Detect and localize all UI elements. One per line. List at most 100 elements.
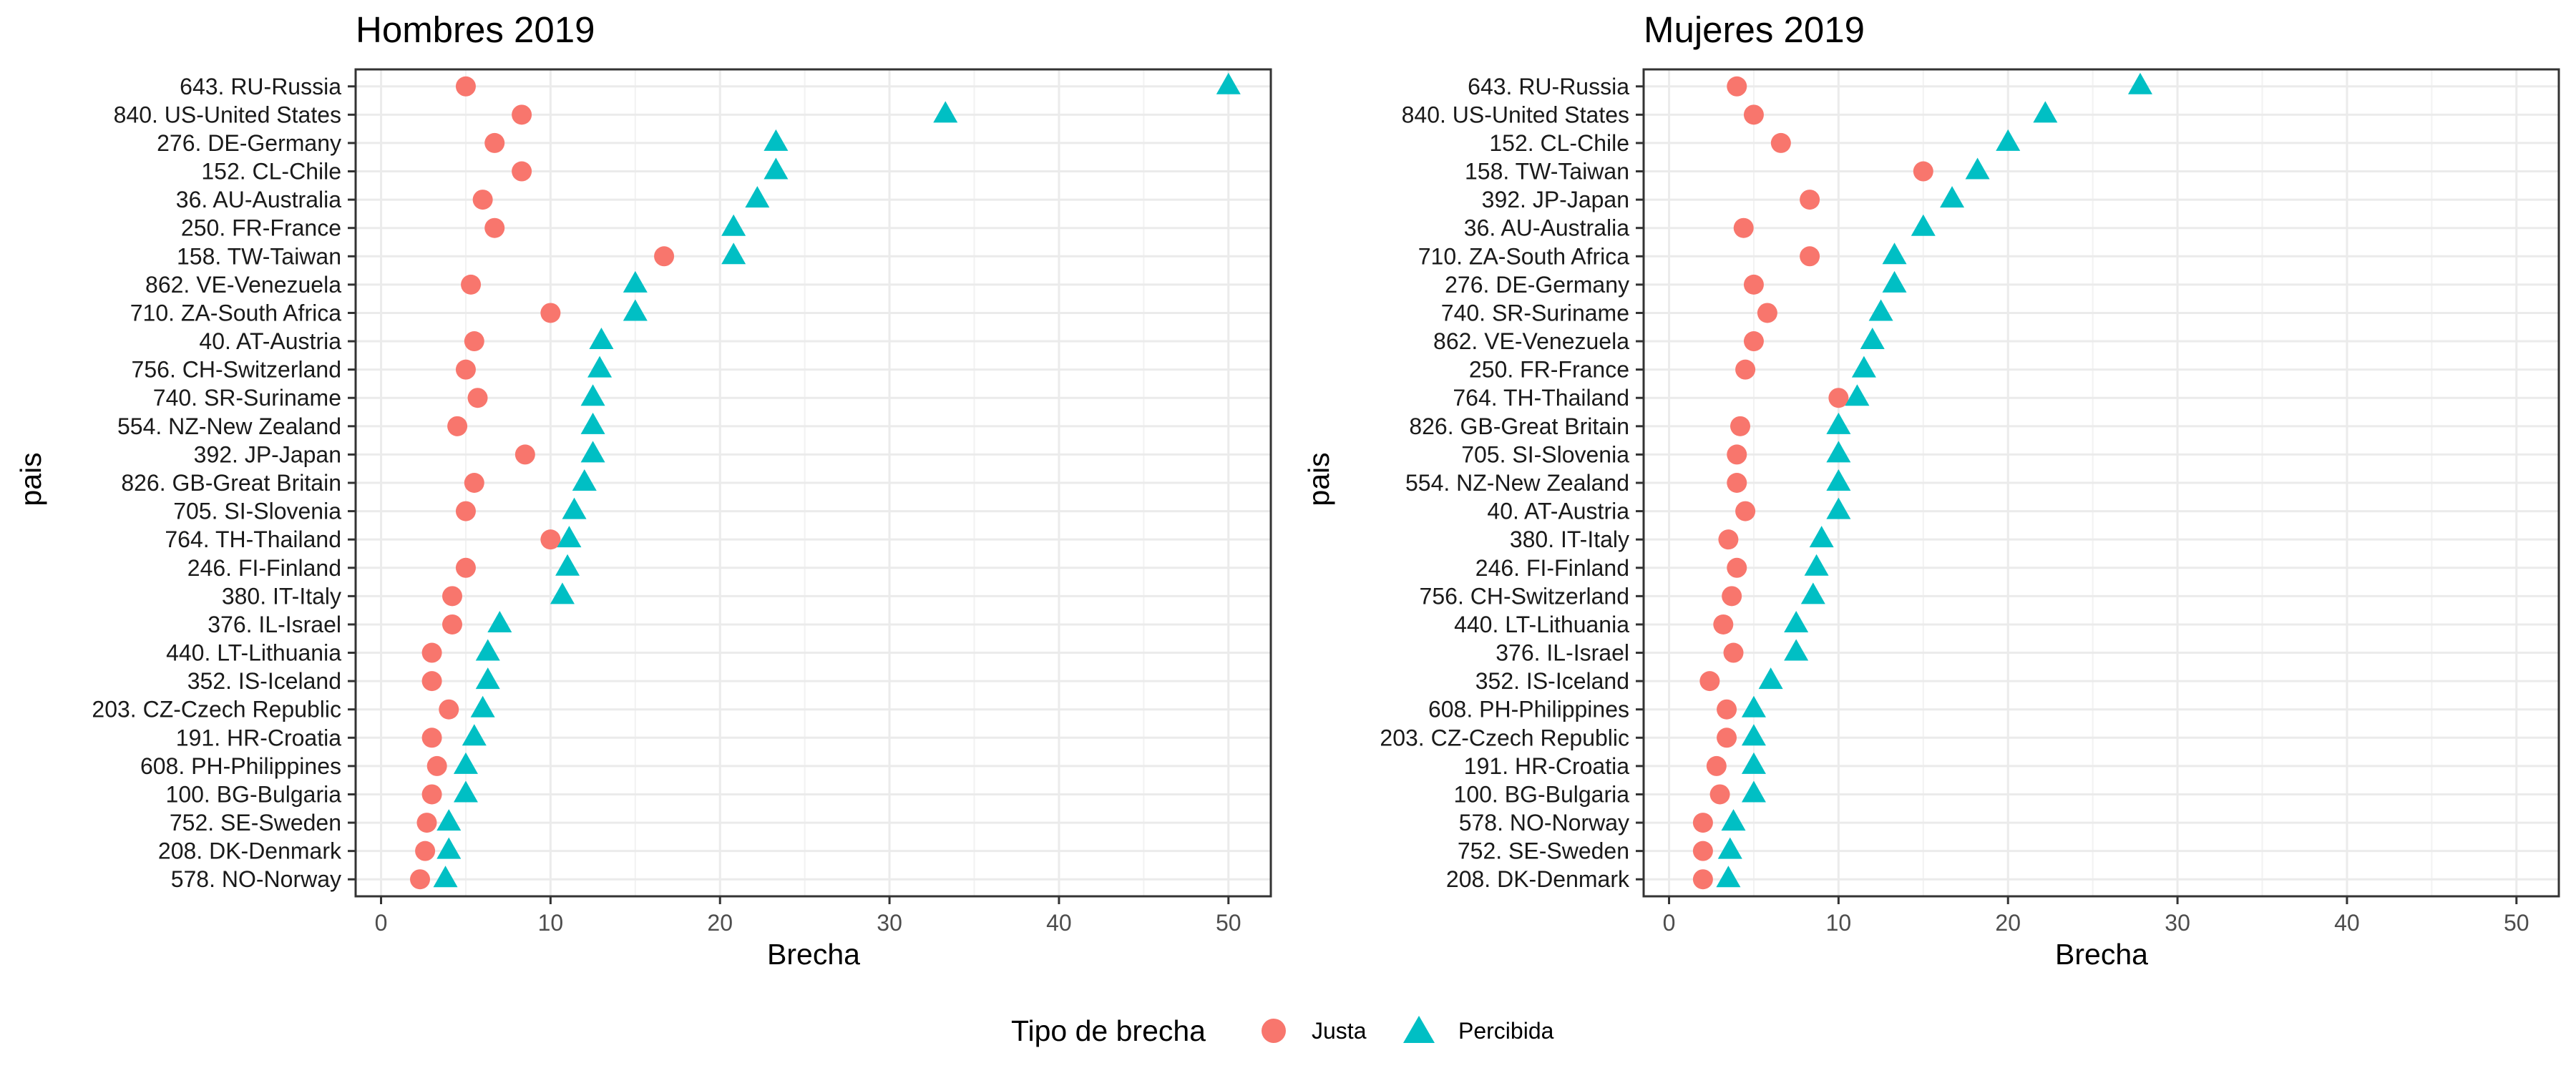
x-tick-label: 0 (375, 910, 388, 936)
x-tick-label: 10 (538, 910, 564, 936)
point-percibida (475, 639, 500, 661)
point-percibida (1804, 554, 1829, 576)
point-justa (421, 727, 442, 748)
y-tick-label: 643. RU-Russia (1468, 74, 1629, 99)
panel-border (1642, 68, 2560, 898)
point-percibida (1216, 72, 1241, 94)
panel-title: Hombres 2019 (356, 9, 595, 50)
point-percibida (587, 356, 613, 378)
y-tick-label: 705. SI-Slovenia (173, 499, 341, 524)
point-percibida (462, 724, 487, 746)
point-justa (1735, 501, 1756, 521)
point-percibida (1809, 526, 1834, 548)
point-percibida (436, 809, 462, 831)
point-justa (1723, 642, 1744, 663)
point-justa (654, 246, 675, 267)
point-percibida (433, 866, 458, 888)
point-percibida (763, 129, 789, 151)
y-tick-label: 554. NZ-New Zealand (1405, 470, 1629, 496)
y-tick-label: 40. AT-Austria (1487, 499, 1629, 524)
point-justa (467, 388, 488, 408)
y-tick-label: 376. IL-Israel (208, 612, 341, 637)
point-justa (421, 642, 442, 663)
point-percibida (1851, 356, 1876, 378)
point-justa (1727, 557, 1747, 578)
point-justa (1727, 473, 1747, 493)
y-tick-label: 376. IL-Israel (1496, 640, 1629, 666)
point-justa (1727, 444, 1747, 465)
point-justa (447, 416, 468, 436)
point-percibida (1784, 610, 1809, 632)
x-tick-label: 50 (2504, 910, 2529, 936)
y-tick-label: 250. FR-France (1469, 357, 1629, 383)
x-tick-label: 30 (877, 910, 902, 936)
y-tick-label: 36. AU-Australia (176, 187, 341, 212)
point-justa (540, 303, 561, 323)
y-tick-label: 191. HR-Croatia (1464, 753, 1629, 779)
y-tick-label: 100. BG-Bulgaria (1454, 781, 1630, 807)
point-justa (1800, 190, 1820, 210)
y-tick-label: 250. FR-France (181, 215, 341, 241)
panel-border (354, 68, 1272, 898)
y-tick-label: 352. IS-Iceland (1475, 668, 1629, 694)
point-percibida (623, 299, 648, 321)
point-justa (1730, 416, 1751, 436)
point-justa (1913, 161, 1933, 182)
x-axis-title: Brecha (767, 938, 860, 971)
point-percibida (589, 328, 614, 350)
point-percibida (1741, 752, 1766, 774)
point-percibida (763, 157, 789, 180)
y-tick-label: 826. GB-Great Britain (121, 470, 341, 496)
y-tick-label: 840. US-United States (1402, 102, 1629, 127)
point-percibida (580, 412, 605, 434)
y-tick-label: 643. RU-Russia (180, 74, 341, 99)
point-justa (472, 190, 493, 210)
point-justa (1692, 841, 1713, 861)
point-justa (1743, 331, 1764, 352)
point-percibida (557, 526, 582, 548)
x-tick-label: 0 (1663, 910, 1676, 936)
point-percibida (453, 780, 478, 803)
y-tick-label: 152. CL-Chile (201, 159, 341, 185)
y-tick-label: 203. CZ-Czech Republic (92, 697, 341, 722)
point-justa (1709, 784, 1730, 805)
point-percibida (721, 242, 746, 265)
point-justa (1743, 104, 1764, 125)
point-justa (1692, 869, 1713, 890)
plot-area: 0 10 20 30 40 50 643. RU-Russia 840. US-United … (1380, 68, 2560, 936)
point-percibida (580, 384, 605, 406)
point-percibida (1716, 866, 1741, 888)
point-justa (1770, 132, 1791, 153)
point-justa (416, 813, 437, 833)
point-percibida (1717, 837, 1742, 859)
y-tick-label: 710. ZA-South Africa (1418, 243, 1629, 269)
y-tick-label: 100. BG-Bulgaria (166, 781, 342, 807)
point-justa (1800, 246, 1820, 267)
x-tick-label: 20 (707, 910, 733, 936)
plot-area: 0 10 20 30 40 50 643. RU-Russia 840. US-United … (92, 68, 1272, 936)
y-tick-label: 158. TW-Taiwan (1465, 159, 1629, 185)
point-percibida (1826, 441, 1851, 463)
y-tick-label: 392. JP-Japan (1482, 187, 1629, 212)
y-tick-label: 826. GB-Great Britain (1409, 413, 1629, 439)
y-axis-title: pais (14, 452, 47, 506)
point-percibida (1940, 186, 1965, 208)
point-justa (1718, 529, 1739, 550)
point-percibida (1826, 412, 1851, 434)
point-percibida (1996, 129, 2021, 151)
y-tick-label: 203. CZ-Czech Republic (1380, 725, 1629, 750)
point-justa (442, 586, 463, 607)
y-tick-label: 152. CL-Chile (1489, 130, 1629, 156)
point-percibida (1784, 639, 1809, 661)
point-justa (439, 699, 459, 720)
point-percibida (721, 214, 746, 236)
point-percibida (475, 667, 500, 690)
y-tick-label: 764. TH-Thailand (1453, 385, 1629, 411)
point-percibida (1965, 157, 1990, 180)
x-tick-label: 10 (1826, 910, 1852, 936)
y-tick-label: 440. LT-Lithuania (1454, 612, 1629, 637)
y-tick-label: 380. IT-Italy (222, 583, 341, 609)
point-percibida (1868, 299, 1893, 321)
point-justa (455, 557, 476, 578)
